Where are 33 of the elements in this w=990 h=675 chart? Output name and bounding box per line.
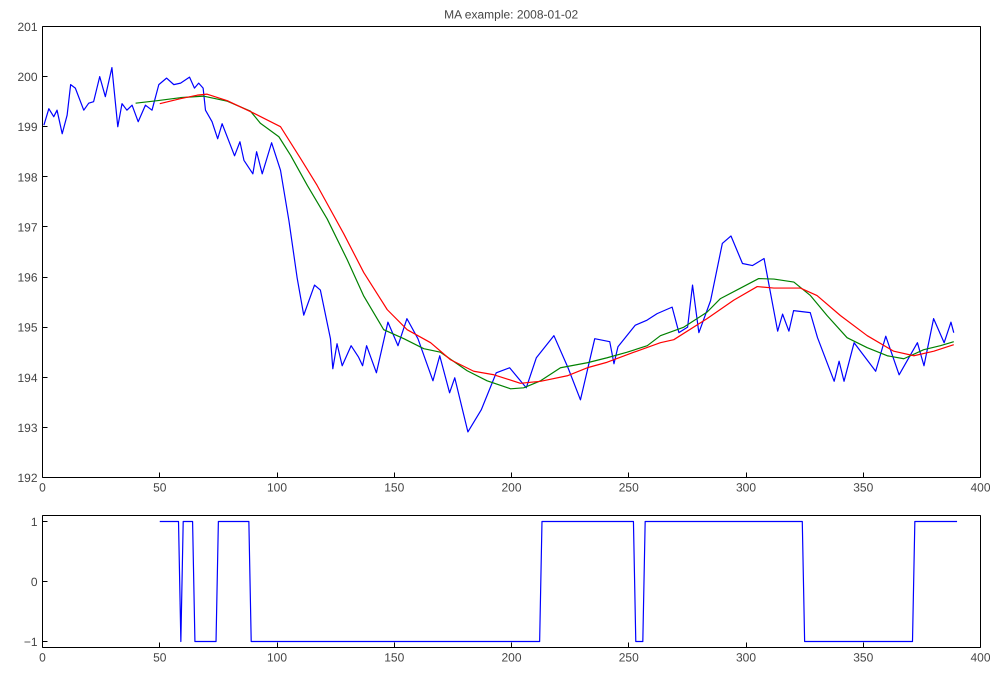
- y-tick-label: 194: [17, 370, 38, 385]
- y-tick-label: 0: [30, 575, 38, 589]
- x-tick-label: 350: [853, 650, 874, 664]
- y-tick-label: 192: [17, 471, 38, 485]
- x-tick-label: 300: [736, 650, 756, 664]
- x-tick-label: 150: [384, 650, 405, 664]
- y-tick-label: 201: [17, 20, 38, 34]
- x-tick-label: 50: [153, 480, 167, 494]
- x-tick-label: 250: [618, 650, 640, 664]
- x-tick-label: 400: [970, 650, 990, 664]
- chart-title: MA example: 2008-01-02: [444, 8, 579, 22]
- x-tick-label: 100: [266, 650, 288, 664]
- x-tick-label: 250: [618, 480, 640, 494]
- x-tick-label: 200: [501, 480, 522, 494]
- y-tick-label: 193: [17, 420, 38, 435]
- x-tick-label: 50: [153, 650, 167, 664]
- y-tick-label: 1: [30, 515, 38, 529]
- line-series: [43, 66, 954, 432]
- y-tick-label: 200: [17, 70, 38, 84]
- x-tick-label: 0: [39, 480, 46, 494]
- x-tick-label: 200: [501, 650, 522, 664]
- y-tick-label: 195: [17, 320, 38, 335]
- y-tick-label: 198: [17, 170, 38, 184]
- y-tick-label: 197: [17, 220, 38, 234]
- x-tick-label: 0: [39, 650, 46, 664]
- x-tick-label: 150: [384, 480, 405, 494]
- x-tick-label: 400: [970, 480, 990, 494]
- y-tick-label: −1: [24, 635, 38, 649]
- y-tick-label: 196: [17, 270, 38, 285]
- y-tick-label: 199: [17, 120, 38, 134]
- x-tick-label: 300: [736, 480, 756, 494]
- x-tick-label: 350: [853, 480, 874, 494]
- x-tick-label: 100: [266, 480, 288, 494]
